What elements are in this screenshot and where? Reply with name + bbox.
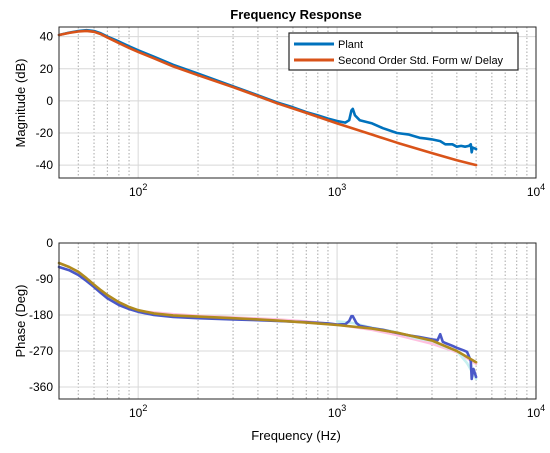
chart-title: Frequency Response <box>230 7 362 22</box>
phase-series <box>57 261 478 381</box>
series-line-1 <box>57 29 478 167</box>
phase-axes-box <box>58 242 537 400</box>
magnitude-ylabel: Magnitude (dB) <box>13 59 28 148</box>
x-tick-label: 102 <box>129 403 147 420</box>
x-tick-label: 102 <box>129 182 147 199</box>
x-tick-label: 103 <box>328 182 346 199</box>
phase-plot: 0 -90 -180 -270 -360 102 103 104 Phase (Deg) Fr… <box>13 236 545 443</box>
phase-tick-labels: 0 -90 -180 -270 -360 102 103 104 <box>29 236 545 420</box>
y-tick-label: 40 <box>40 30 54 44</box>
magnitude-axes-box <box>58 26 537 179</box>
legend[interactable]: Plant Second Order Std. Form w/ Delay <box>288 32 519 71</box>
x-tick-label: 103 <box>328 403 346 420</box>
series-line-0 <box>57 28 478 154</box>
y-tick-label: -270 <box>29 344 53 358</box>
y-tick-label: 20 <box>40 62 54 76</box>
series-line-2 <box>57 265 478 381</box>
y-tick-label: -90 <box>36 272 54 286</box>
phase-ylabel: Phase (Deg) <box>13 285 28 358</box>
y-tick-label: -20 <box>36 126 54 140</box>
series-line-3 <box>57 261 478 364</box>
y-tick-label: -180 <box>29 308 53 322</box>
y-tick-label: 0 <box>46 94 53 108</box>
magnitude-tick-labels: 40 20 0 -20 -40 102 103 104 <box>36 30 546 199</box>
y-tick-label: -360 <box>29 380 53 394</box>
magnitude-plot: 40 20 0 -20 -40 102 103 104 Magnitude (dB) Plan… <box>13 26 546 199</box>
y-tick-label: 0 <box>46 236 53 250</box>
phase-xlabel: Frequency (Hz) <box>251 428 341 443</box>
legend-box <box>288 32 519 71</box>
x-tick-label: 104 <box>527 182 545 199</box>
magnitude-series <box>57 28 478 167</box>
legend-model-label: Second Order Std. Form w/ Delay <box>338 55 504 67</box>
legend-plant-label: Plant <box>338 39 363 51</box>
x-tick-label: 104 <box>527 403 545 420</box>
y-tick-label: -40 <box>36 158 54 172</box>
